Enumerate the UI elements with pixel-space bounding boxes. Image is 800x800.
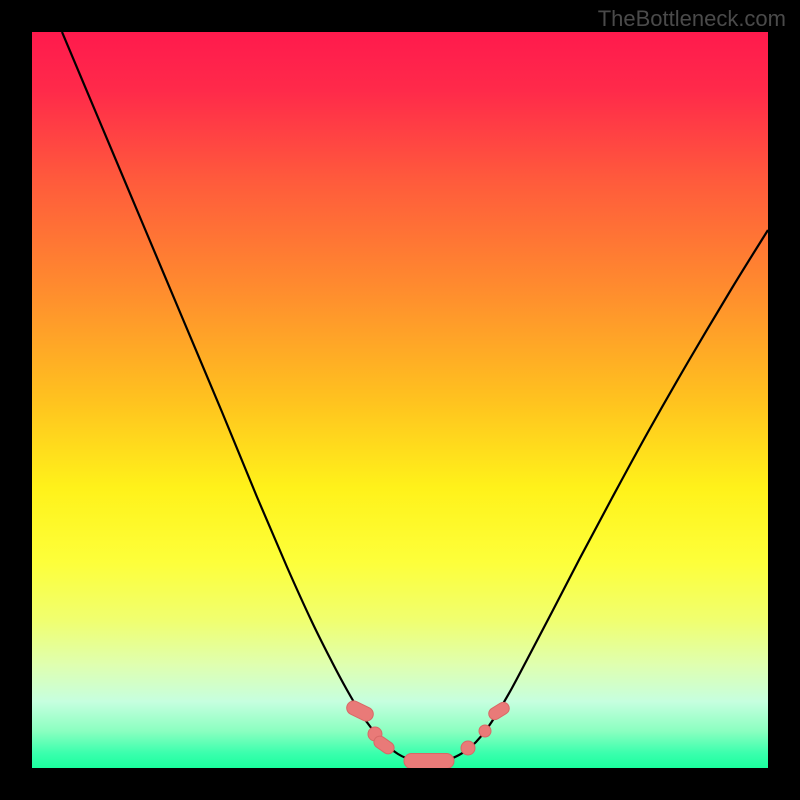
- curve-marker: [404, 754, 454, 769]
- watermark-text: TheBottleneck.com: [598, 6, 786, 32]
- chart-plot-area: [32, 32, 768, 768]
- curve-marker: [461, 741, 475, 755]
- curve-marker: [479, 725, 491, 737]
- chart-svg: [32, 32, 768, 768]
- chart-background: [32, 32, 768, 768]
